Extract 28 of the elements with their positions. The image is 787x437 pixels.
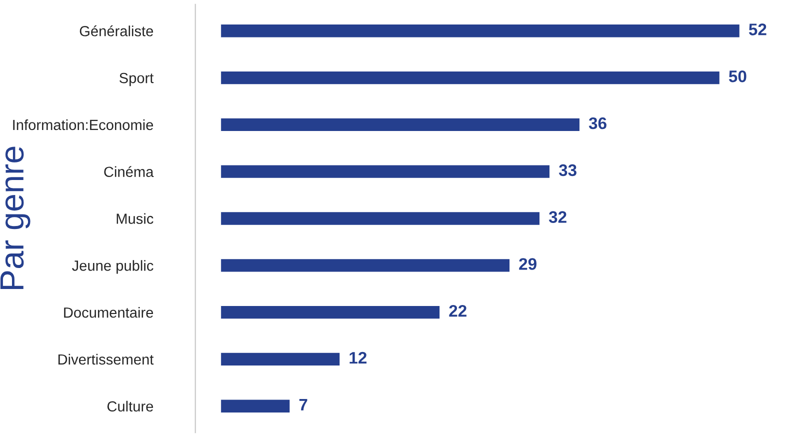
bar	[220, 116, 581, 132]
y-tick-label: Sport	[120, 72, 154, 86]
data-label: 7	[299, 398, 308, 410]
data-label: 52	[748, 24, 766, 36]
bar	[220, 398, 292, 414]
bar	[220, 70, 721, 86]
bar	[220, 23, 741, 39]
y-axis-title: Par genre	[0, 146, 30, 289]
y-tick-label: Généraliste	[80, 25, 154, 36]
data-label: 12	[350, 352, 366, 364]
y-tick-label: Divertissement	[58, 354, 154, 365]
y-tick-label: Documentaire	[64, 307, 154, 318]
y-tick-label: Cinéma	[104, 166, 154, 178]
data-label: 29	[519, 258, 536, 270]
y-tick-label: Music	[116, 213, 154, 224]
y-tick-label: Culture	[107, 400, 154, 412]
data-label: 36	[588, 117, 606, 130]
y-tick-label: Information:Economie	[13, 119, 154, 130]
data-label: 22	[449, 304, 466, 317]
data-label: 33	[558, 164, 576, 176]
bar	[220, 304, 441, 320]
bar	[220, 210, 541, 226]
bar	[220, 258, 511, 274]
y-tick-label: Jeune public	[72, 260, 154, 274]
data-label: 50	[728, 70, 746, 82]
data-label: 32	[548, 211, 566, 223]
bar	[220, 351, 341, 367]
bar	[220, 164, 551, 180]
